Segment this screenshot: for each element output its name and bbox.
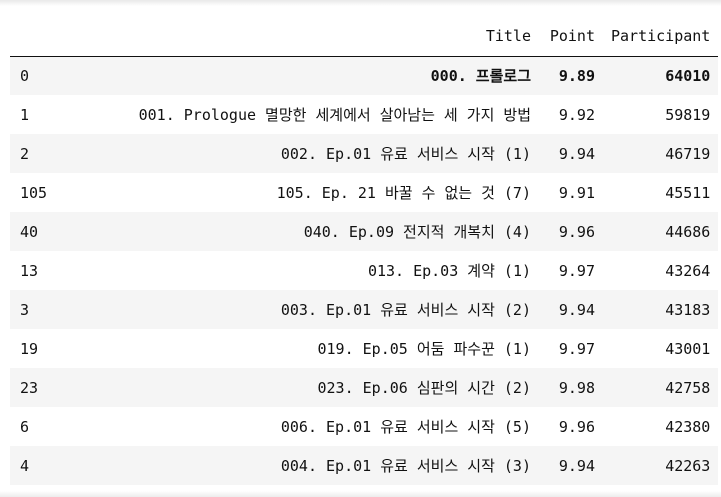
row-participant: 42758: [665, 378, 711, 397]
row-index: 3: [20, 300, 30, 319]
row-point: 9.97: [558, 339, 595, 358]
table-row: 0 000. 프롤로그 9.89 64010: [10, 56, 719, 95]
row-index: 19: [20, 339, 39, 358]
row-index: 40: [20, 222, 39, 241]
row-participant: 64010: [665, 66, 711, 85]
row-participant: 59819: [665, 105, 711, 124]
row-point: 9.94: [558, 144, 595, 163]
table-row: 13 013. Ep.03 계약 (1) 9.97 43264: [10, 251, 719, 290]
row-point: 9.89: [558, 66, 595, 85]
row-index: 13: [20, 261, 39, 280]
row-title: 002. Ep.01 유료 서비스 시작 (1): [280, 145, 531, 163]
table-row: 23 023. Ep.06 심판의 시간 (2) 9.98 42758: [10, 368, 719, 407]
row-index: 1: [20, 105, 30, 124]
row-participant: 43001: [665, 339, 711, 358]
table-row: 6 006. Ep.01 유료 서비스 시작 (5) 9.96 42380: [10, 407, 719, 446]
row-index: 6: [20, 417, 30, 436]
header-point: Point: [539, 16, 603, 57]
header-index: [10, 16, 62, 57]
table-row: 40 040. Ep.09 전지적 개복치 (4) 9.96 44686: [10, 212, 719, 251]
row-participant: 42380: [665, 417, 711, 436]
row-title: 006. Ep.01 유료 서비스 시작 (5): [280, 418, 531, 436]
row-title: 013. Ep.03 계약 (1): [367, 262, 531, 280]
top-shade: [0, 0, 721, 6]
table-row: 3 003. Ep.01 유료 서비스 시작 (2) 9.94 43183: [10, 290, 719, 329]
row-index: 23: [20, 378, 39, 397]
row-point: 9.92: [558, 105, 595, 124]
row-point: 9.91: [558, 183, 595, 202]
row-title: 040. Ep.09 전지적 개복치 (4): [303, 223, 531, 241]
bottom-shade: [0, 491, 721, 497]
row-title: 019. Ep.05 어둠 파수꾼 (1): [317, 340, 532, 358]
row-title: 001. Prologue 멸망한 세계에서 살아남는 세 가지 방법: [138, 106, 531, 124]
row-participant: 42263: [665, 456, 711, 475]
row-title: 023. Ep.06 심판의 시간 (2): [317, 379, 532, 397]
header-row: Title Point Participant: [10, 16, 719, 57]
row-participant: 43264: [665, 261, 711, 280]
header-participant: Participant: [603, 16, 719, 57]
table-row: 4 004. Ep.01 유료 서비스 시작 (3) 9.94 42263: [10, 446, 719, 485]
table-row: 105 105. Ep. 21 바꿀 수 없는 것 (7) 9.91 45511: [10, 173, 719, 212]
row-point: 9.96: [558, 417, 595, 436]
row-participant: 43183: [665, 300, 711, 319]
row-participant: 46719: [665, 144, 711, 163]
row-point: 9.98: [558, 378, 595, 397]
row-point: 9.97: [558, 261, 595, 280]
row-title: 003. Ep.01 유료 서비스 시작 (2): [280, 301, 531, 319]
row-point: 9.96: [558, 222, 595, 241]
table-row: 2 002. Ep.01 유료 서비스 시작 (1) 9.94 46719: [10, 134, 719, 173]
row-title: 000. 프롤로그: [430, 67, 531, 86]
row-index: 4: [20, 456, 30, 475]
row-index: 0: [20, 66, 30, 85]
row-participant: 45511: [665, 183, 711, 202]
dataframe-table: Title Point Participant 0 000. 프롤로그 9.89…: [10, 16, 719, 485]
row-point: 9.94: [558, 300, 595, 319]
row-point: 9.94: [558, 456, 595, 475]
row-index: 2: [20, 144, 30, 163]
row-participant: 44686: [665, 222, 711, 241]
header-title: Title: [62, 16, 539, 57]
table-row: 19 019. Ep.05 어둠 파수꾼 (1) 9.97 43001: [10, 329, 719, 368]
table-row: 1 001. Prologue 멸망한 세계에서 살아남는 세 가지 방법 9.…: [10, 95, 719, 134]
row-index: 105: [20, 183, 48, 202]
row-title: 004. Ep.01 유료 서비스 시작 (3): [280, 457, 531, 475]
row-title: 105. Ep. 21 바꿀 수 없는 것 (7): [276, 184, 531, 202]
